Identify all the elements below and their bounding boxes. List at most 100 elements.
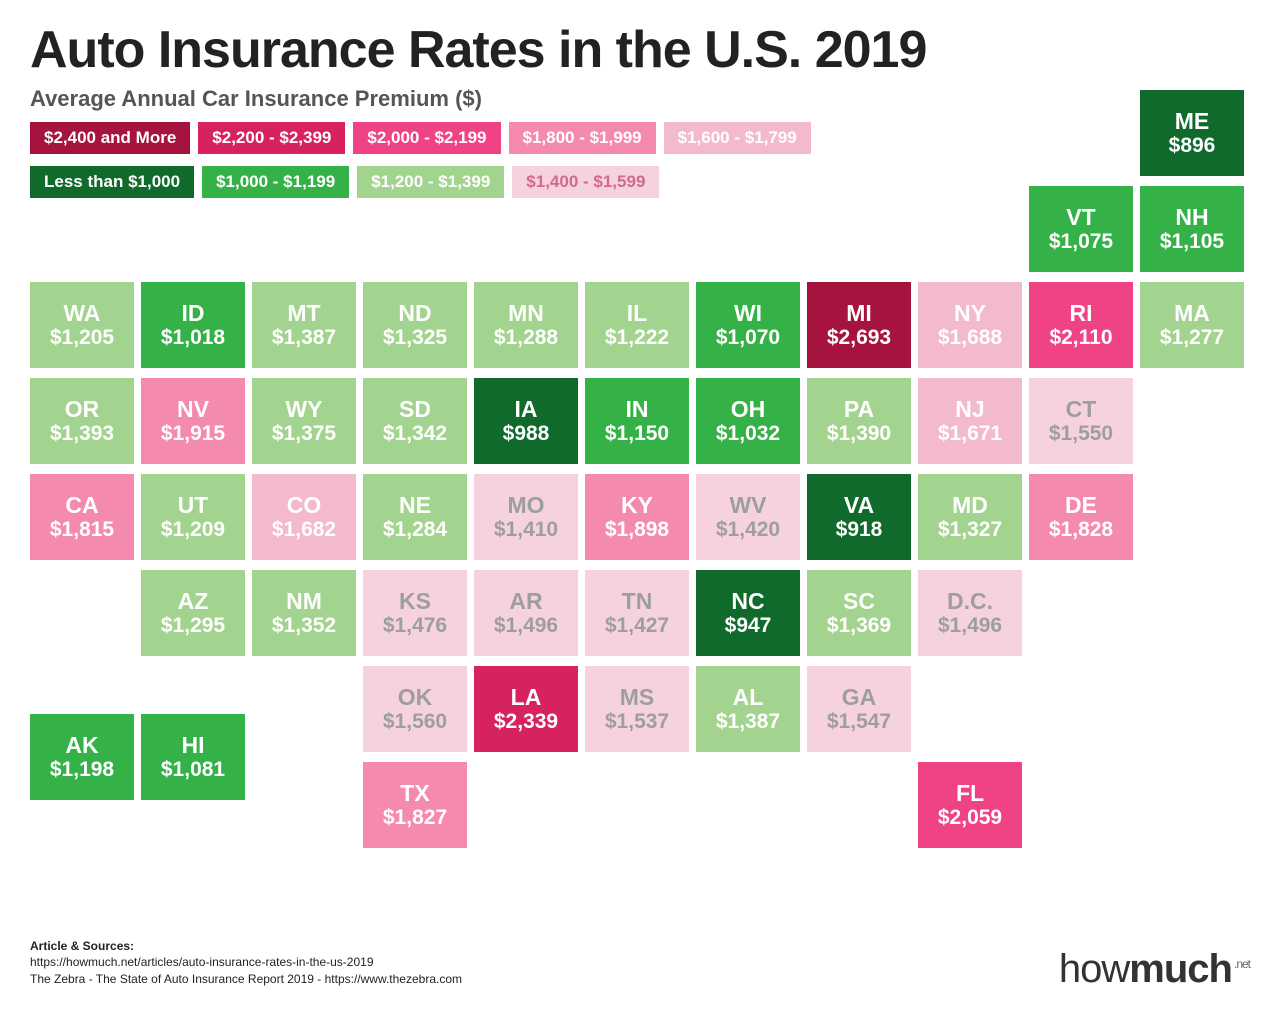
state-abbr: CT	[1066, 397, 1097, 422]
state-value: $1,496	[494, 614, 558, 637]
state-abbr: OH	[731, 397, 766, 422]
state-abbr: IA	[515, 397, 538, 422]
state-abbr: MI	[846, 301, 872, 326]
state-tile-ky: KY$1,898	[585, 474, 689, 560]
state-abbr: OK	[398, 685, 433, 710]
state-value: $1,325	[383, 326, 447, 349]
state-tile-wy: WY$1,375	[252, 378, 356, 464]
state-abbr: NY	[954, 301, 986, 326]
state-value: $2,693	[827, 326, 891, 349]
state-abbr: RI	[1070, 301, 1093, 326]
state-value: $1,222	[605, 326, 669, 349]
state-tile-vt: VT$1,075	[1029, 186, 1133, 272]
state-tile-la: LA$2,339	[474, 666, 578, 752]
state-abbr: MT	[287, 301, 320, 326]
state-value: $1,815	[50, 518, 114, 541]
state-abbr: KY	[621, 493, 653, 518]
state-tile-ny: NY$1,688	[918, 282, 1022, 368]
state-abbr: NH	[1175, 205, 1208, 230]
state-value: $2,339	[494, 710, 558, 733]
state-abbr: CA	[65, 493, 98, 518]
state-value: $1,420	[716, 518, 780, 541]
state-abbr: HI	[182, 733, 205, 758]
state-tile-dc: D.C.$1,496	[918, 570, 1022, 656]
state-value: $896	[1169, 134, 1216, 157]
state-tile-mn: MN$1,288	[474, 282, 578, 368]
state-tile-me: ME$896	[1140, 90, 1244, 176]
state-tile-tx: TX$1,827	[363, 762, 467, 848]
state-abbr: AL	[733, 685, 764, 710]
state-abbr: CO	[287, 493, 322, 518]
state-tile-wi: WI$1,070	[696, 282, 800, 368]
state-value: $1,547	[827, 710, 891, 733]
logo-suffix: .net	[1234, 957, 1250, 971]
state-tile-wv: WV$1,420	[696, 474, 800, 560]
state-abbr: SD	[399, 397, 431, 422]
state-tile-al: AL$1,387	[696, 666, 800, 752]
state-tile-nh: NH$1,105	[1140, 186, 1244, 272]
state-value: $1,018	[161, 326, 225, 349]
state-value: $2,110	[1049, 326, 1112, 349]
state-abbr: WA	[63, 301, 100, 326]
state-abbr: MS	[620, 685, 655, 710]
sources-header: Article & Sources:	[30, 938, 462, 955]
state-value: $1,032	[716, 422, 780, 445]
state-abbr: NV	[177, 397, 209, 422]
state-tile-nd: ND$1,325	[363, 282, 467, 368]
state-value: $1,390	[827, 422, 891, 445]
state-abbr: NM	[286, 589, 322, 614]
state-value: $1,375	[272, 422, 336, 445]
state-abbr: LA	[511, 685, 542, 710]
state-abbr: IL	[627, 301, 647, 326]
state-tile-ne: NE$1,284	[363, 474, 467, 560]
state-tile-mo: MO$1,410	[474, 474, 578, 560]
state-tile-id: ID$1,018	[141, 282, 245, 368]
state-value: $1,827	[383, 806, 447, 829]
state-abbr: MA	[1174, 301, 1210, 326]
state-value: $1,352	[272, 614, 336, 637]
state-tile-ak: AK$1,198	[30, 714, 134, 800]
state-abbr: PA	[844, 397, 874, 422]
state-abbr: NJ	[955, 397, 984, 422]
state-value: $1,205	[50, 326, 114, 349]
state-abbr: NE	[399, 493, 431, 518]
state-abbr: VA	[844, 493, 874, 518]
state-tile-nc: NC$947	[696, 570, 800, 656]
state-abbr: WY	[285, 397, 322, 422]
state-value: $1,284	[383, 518, 447, 541]
state-tile-ga: GA$1,547	[807, 666, 911, 752]
state-tile-nm: NM$1,352	[252, 570, 356, 656]
state-tile-oh: OH$1,032	[696, 378, 800, 464]
state-value: $1,410	[494, 518, 558, 541]
state-tile-tn: TN$1,427	[585, 570, 689, 656]
state-tile-nj: NJ$1,671	[918, 378, 1022, 464]
state-tile-va: VA$918	[807, 474, 911, 560]
state-value: $1,198	[50, 758, 114, 781]
logo-part-1: how	[1059, 947, 1129, 991]
state-abbr: SC	[843, 589, 875, 614]
sources-block: Article & Sources: https://howmuch.net/a…	[30, 938, 462, 988]
state-grid: ME$896VT$1,075NH$1,105WA$1,205ID$1,018MT…	[30, 90, 1250, 860]
state-tile-nv: NV$1,915	[141, 378, 245, 464]
state-value: $918	[836, 518, 883, 541]
state-value: $1,387	[272, 326, 336, 349]
state-value: $1,427	[605, 614, 669, 637]
state-tile-ia: IA$988	[474, 378, 578, 464]
state-value: $1,387	[716, 710, 780, 733]
state-abbr: FL	[956, 781, 984, 806]
state-abbr: AR	[509, 589, 542, 614]
state-tile-ks: KS$1,476	[363, 570, 467, 656]
state-abbr: ME	[1175, 109, 1210, 134]
state-value: $2,059	[938, 806, 1002, 829]
state-tile-il: IL$1,222	[585, 282, 689, 368]
state-tile-ma: MA$1,277	[1140, 282, 1244, 368]
state-tile-sc: SC$1,369	[807, 570, 911, 656]
state-tile-ms: MS$1,537	[585, 666, 689, 752]
state-abbr: MD	[952, 493, 988, 518]
state-abbr: KS	[399, 589, 431, 614]
state-abbr: VT	[1066, 205, 1095, 230]
state-value: $1,209	[161, 518, 225, 541]
state-tile-ct: CT$1,550	[1029, 378, 1133, 464]
sources-line-2: The Zebra - The State of Auto Insurance …	[30, 971, 462, 988]
state-abbr: ND	[398, 301, 431, 326]
